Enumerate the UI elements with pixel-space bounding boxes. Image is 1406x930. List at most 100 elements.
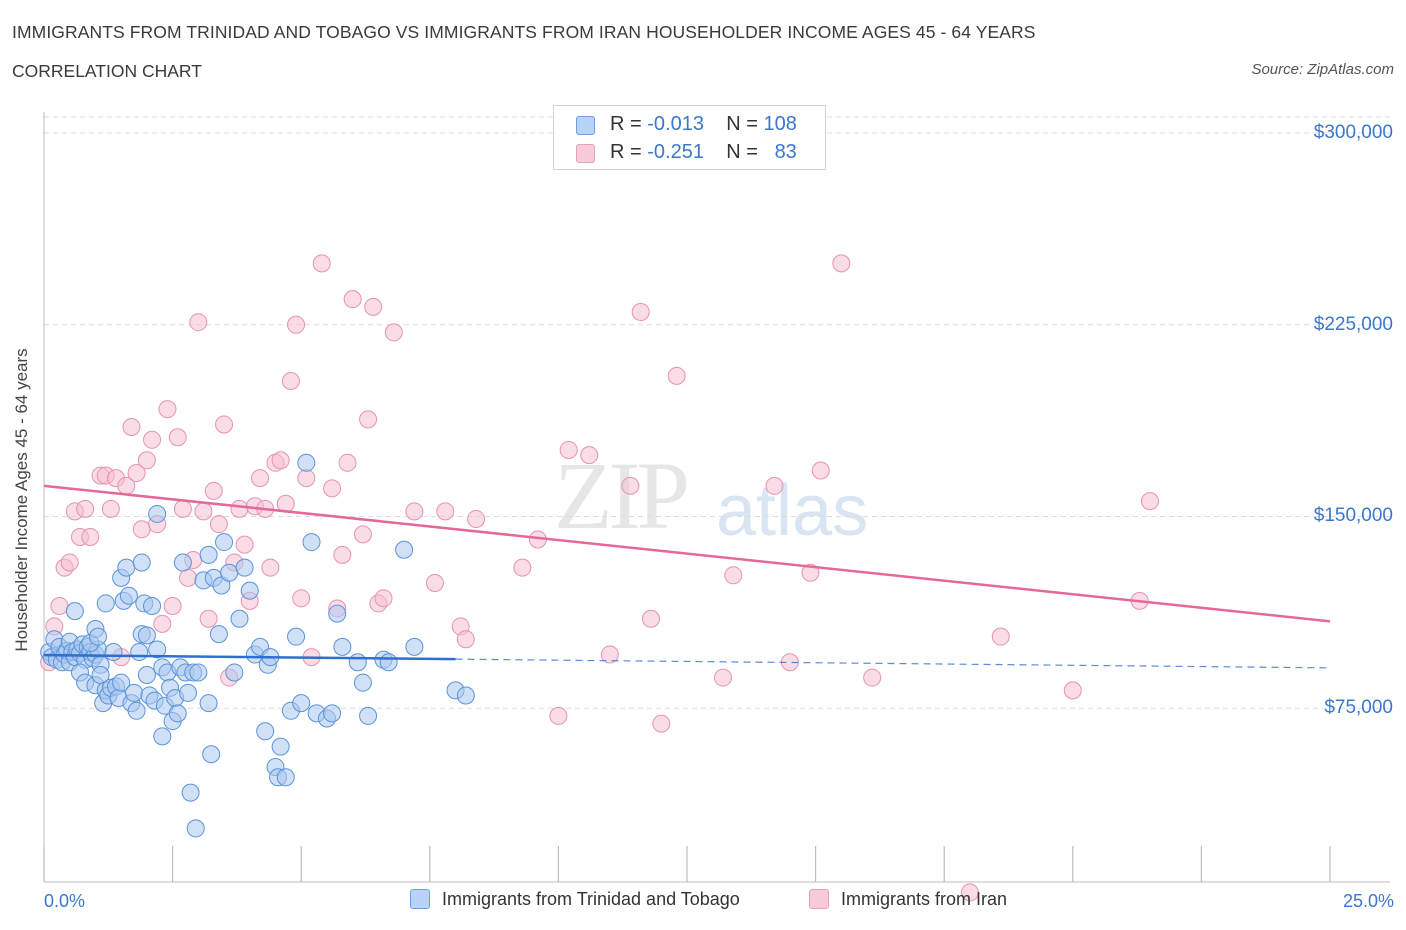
bottom-legend-label-iran: Immigrants from Iran (841, 889, 1008, 909)
iran-point (559, 441, 578, 460)
iran-point (600, 645, 619, 664)
trinidad-point (271, 737, 290, 756)
x-tick-max: 25.0% (1342, 891, 1394, 911)
trinidad-point (148, 640, 167, 659)
iran-point (209, 515, 228, 534)
x-tick-min: 0.0% (44, 891, 86, 911)
iran-point (580, 446, 599, 465)
iran-point (323, 479, 342, 498)
iran-point (1063, 681, 1082, 700)
trinidad-point (292, 694, 311, 713)
iran-point (153, 614, 172, 633)
iran-point (179, 568, 198, 587)
iran-point (132, 520, 151, 539)
data-points (40, 254, 1159, 902)
iran-point (1140, 492, 1159, 511)
iran-point (137, 451, 156, 470)
axes (43, 112, 1390, 883)
iran-point (81, 527, 100, 546)
iran-point (343, 290, 362, 309)
iran-point (513, 558, 532, 577)
bottom-legend-label-trinidad: Immigrants from Trinidad and Tobago (442, 889, 740, 909)
iran-point (667, 366, 686, 385)
legend-text-trinidad: R = -0.013 N = 108 (610, 113, 797, 135)
iran-point (652, 714, 671, 733)
bottom-legend-iran: Immigrants from Iran (809, 889, 1007, 910)
trinidad-point (143, 596, 162, 615)
trinidad-point (104, 643, 123, 662)
trinidad-trend-extension (455, 658, 1331, 669)
iran-point (204, 481, 223, 500)
chart-subtitle: CORRELATION CHART (12, 61, 202, 81)
trinidad-point (256, 722, 275, 741)
trinidad-point (119, 586, 138, 605)
trinidad-point (137, 666, 156, 685)
chart-title: IMMIGRANTS FROM TRINIDAD AND TOBAGO VS I… (12, 22, 1036, 42)
iran-point (158, 400, 177, 419)
trinidad-point (153, 727, 172, 746)
iran-point (194, 502, 213, 521)
iran-point (359, 410, 378, 429)
trinidad-point (230, 609, 249, 628)
trinidad-point (202, 745, 221, 764)
iran-point (374, 589, 393, 608)
iran-point (292, 589, 311, 608)
bottom-legend-trinidad: Immigrants from Trinidad and Tobago (410, 889, 740, 910)
iran-point (287, 315, 306, 334)
iran-point (467, 510, 486, 529)
trinidad-point (189, 663, 208, 682)
trinidad-point (405, 637, 424, 656)
trinidad-point (215, 533, 234, 552)
iran-point (230, 499, 249, 518)
trinidad-point (117, 558, 136, 577)
iran-point (436, 502, 455, 521)
trinidad-point (287, 627, 306, 646)
trinidad-point (181, 783, 200, 802)
trinidad-point (359, 706, 378, 725)
iran-point (189, 313, 208, 332)
iran-point (215, 415, 234, 434)
trinidad-point (395, 540, 414, 559)
trinidad-point (127, 701, 146, 720)
legend-swatch-blue (576, 116, 595, 135)
iran-point (297, 469, 316, 488)
iran-point (765, 476, 784, 495)
iran-point (60, 553, 79, 572)
iran-point (235, 535, 254, 554)
trinidad-point (220, 563, 239, 582)
trinidad-point (209, 625, 228, 644)
source-label: Source: ZipAtlas.com (1251, 61, 1394, 78)
iran-point (863, 668, 882, 687)
trinidad-point (302, 533, 321, 552)
trinidad-point (199, 545, 218, 564)
watermark-zip: ZIP (554, 442, 690, 549)
trinidad-point (148, 504, 167, 523)
trinidad-point (353, 673, 372, 692)
iran-point (621, 476, 640, 495)
trinidad-point (186, 819, 205, 838)
trinidad-point (168, 704, 187, 723)
trinidad-point (297, 453, 316, 472)
y-tick-75000: $75,000 (1324, 697, 1393, 718)
watermark-atlas: atlas (716, 471, 869, 551)
legend-swatch-pink (576, 144, 595, 163)
iran-point (832, 254, 851, 273)
trinidad-point (276, 768, 295, 787)
legend-text-iran: R = -0.251 N = 83 (610, 141, 797, 163)
iran-point (549, 706, 568, 725)
iran-point (143, 430, 162, 449)
iran-point (960, 883, 979, 902)
iran-point (338, 453, 357, 472)
iran-point (251, 469, 270, 488)
trinidad-point (348, 653, 367, 672)
iran-point (271, 451, 290, 470)
iran-point (714, 668, 733, 687)
iran-point (76, 499, 95, 518)
y-axis-label: Householder Income Ages 45 - 64 years (12, 348, 31, 652)
y-tick-300000: $300,000 (1313, 122, 1393, 143)
iran-point (641, 609, 660, 628)
trinidad-point (235, 558, 254, 577)
iran-point (122, 418, 141, 437)
iran-point (724, 566, 743, 585)
